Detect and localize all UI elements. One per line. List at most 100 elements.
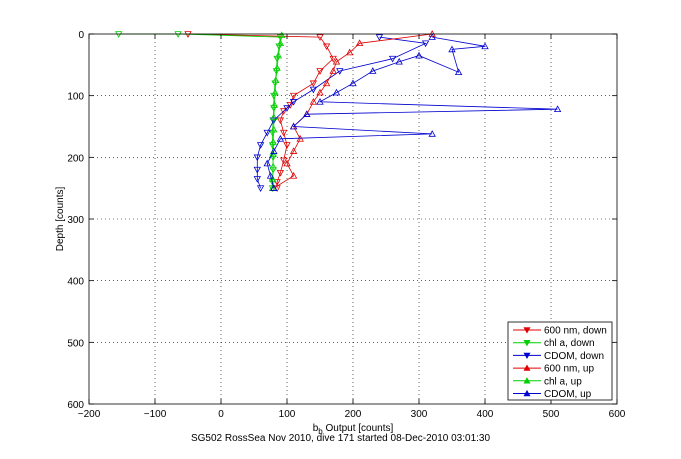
series-point-2	[336, 68, 344, 75]
series-point-3	[332, 57, 341, 65]
series-point-3	[329, 67, 337, 74]
series-point-3	[289, 147, 298, 154]
y-tick-label: 200	[67, 153, 84, 164]
series-point-1	[271, 80, 279, 88]
series-point-3	[309, 98, 318, 105]
x-tick-label: 500	[543, 409, 560, 420]
series-point-0	[283, 142, 291, 149]
x-tick-label: 0	[218, 409, 224, 420]
legend-marker-2	[523, 352, 531, 360]
series-point-4	[271, 88, 279, 96]
x-tick-label: 200	[345, 409, 362, 420]
series-point-4	[278, 31, 286, 39]
series-point-3	[346, 48, 354, 56]
x-tick-label: 300	[411, 409, 428, 420]
legend-label-4: chl a, up	[544, 376, 582, 387]
series-point-4	[270, 101, 279, 108]
x-tick-label: 100	[279, 409, 296, 420]
series-point-2	[253, 154, 261, 162]
series-point-4	[270, 113, 278, 121]
series-point-5	[481, 42, 489, 50]
series-point-0	[280, 108, 288, 115]
series-point-5	[276, 135, 285, 142]
series-point-5	[270, 147, 278, 154]
x-tick-label: −100	[144, 409, 167, 420]
series-point-0	[276, 117, 285, 125]
series-point-5	[454, 68, 463, 76]
series-point-3	[322, 79, 331, 87]
legend-marker-4	[523, 377, 531, 384]
series-point-0	[276, 169, 285, 177]
series-point-2	[263, 129, 271, 137]
series-point-5	[332, 88, 341, 96]
series-point-2	[253, 176, 261, 183]
x-tick-label: 400	[477, 409, 494, 420]
series-point-5	[415, 51, 423, 59]
series-point-0	[316, 68, 324, 75]
series-point-5	[266, 172, 275, 179]
series-point-5	[270, 184, 278, 191]
series-line-5	[266, 36, 558, 189]
series-point-5	[289, 122, 298, 130]
series-point-4	[272, 76, 280, 84]
series-point-5	[395, 57, 403, 65]
series-point-0	[289, 92, 298, 100]
series-point-2	[388, 55, 397, 63]
series-line-3	[273, 33, 433, 189]
y-tick-label: 300	[67, 215, 84, 226]
series-point-3	[289, 172, 298, 179]
series-point-1	[272, 68, 281, 75]
series-point-2	[253, 166, 261, 174]
series-point-0	[273, 179, 281, 186]
series-point-0	[322, 43, 331, 51]
series-point-2	[421, 40, 430, 48]
legend-marker-3	[523, 364, 531, 371]
series-point-0	[329, 55, 337, 63]
series-point-1	[270, 105, 278, 112]
legend-label-0: 600 nm, down	[544, 326, 607, 337]
series-point-4	[274, 51, 283, 59]
series-point-5	[428, 130, 436, 137]
series-point-5	[428, 33, 436, 40]
series-point-2	[283, 105, 291, 112]
series-point-2	[256, 185, 265, 192]
series-point-5	[369, 67, 377, 74]
legend-marker-0	[523, 327, 531, 334]
series-point-2	[256, 142, 265, 149]
series-point-2	[375, 34, 384, 41]
chart-caption: SG502 RossSea Nov 2010, dive 171 started…	[190, 433, 491, 444]
y-tick-label: 500	[67, 338, 84, 349]
x-tick-label: −200	[78, 409, 101, 420]
legend-label-2: CDOM, down	[544, 351, 604, 362]
series-point-0	[309, 80, 318, 88]
y-axis-label: Depth [counts]	[55, 187, 66, 252]
series-point-0	[316, 34, 324, 41]
legend-label-5: CDOM, up	[544, 389, 592, 400]
series-point-4	[276, 39, 285, 47]
series-point-4	[270, 125, 278, 133]
series-point-5	[263, 159, 271, 167]
x-axis-label: bb Output [counts]	[313, 423, 394, 436]
series-point-4	[269, 138, 277, 145]
series-point-1	[275, 43, 283, 51]
series-point-0	[280, 129, 288, 137]
series-point-2	[289, 99, 298, 106]
series-point-4	[273, 64, 281, 71]
y-tick-label: 0	[78, 30, 84, 41]
series-point-2	[309, 86, 318, 94]
series-point-5	[448, 45, 456, 53]
legend-label-1: chl a, down	[544, 338, 595, 349]
series-point-0	[280, 157, 288, 165]
series-point-3	[316, 88, 324, 96]
series-point-4	[269, 162, 277, 170]
series-point-5	[316, 98, 324, 105]
y-tick-label: 400	[67, 277, 84, 288]
y-tick-label: 100	[67, 92, 84, 103]
series-point-3	[283, 159, 291, 167]
legend-label-3: 600 nm, up	[544, 364, 594, 375]
series-point-3	[355, 39, 364, 47]
legend-box	[507, 321, 613, 401]
legend-marker-5	[523, 389, 531, 397]
